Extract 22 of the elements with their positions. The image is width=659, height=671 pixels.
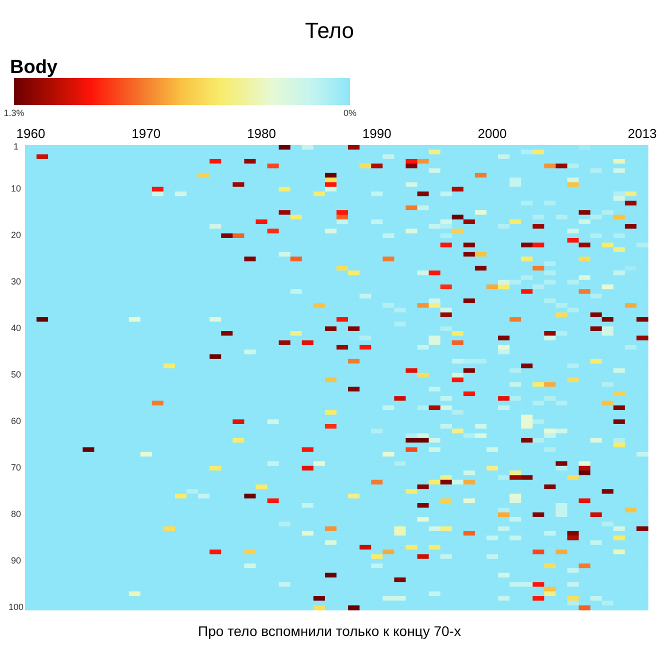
- y-tick-label: 90: [10, 556, 22, 566]
- color-bar-title: Body: [10, 57, 58, 78]
- x-tick-label: 2000: [478, 126, 507, 141]
- y-tick-label: 80: [10, 509, 22, 520]
- y-tick-label: 30: [10, 276, 22, 287]
- y-tick-label: 20: [10, 230, 22, 240]
- y-tick-label: 1: [13, 142, 19, 152]
- y-tick-label: 40: [10, 323, 22, 334]
- y-tick-label: 60: [10, 416, 22, 426]
- color-bar-label: 1.3%: [4, 108, 24, 118]
- x-tick-label: 1960: [16, 126, 46, 141]
- y-tick-label: 10: [10, 184, 22, 194]
- chart-title: Тело: [304, 18, 354, 43]
- text: Про тело вспомнили только к концу 70-х: [198, 623, 461, 639]
- y-tick-label: 70: [10, 462, 22, 473]
- color-bar-label: 0%: [343, 108, 357, 118]
- x-tick-label: 1970: [132, 126, 161, 141]
- x-tick-label: 1990: [362, 126, 392, 141]
- y-tick-label: 100: [8, 602, 24, 612]
- x-tick-label: 2013: [628, 126, 657, 141]
- x-tick-label: 1980: [247, 126, 276, 141]
- y-tick-label: 50: [10, 370, 22, 380]
